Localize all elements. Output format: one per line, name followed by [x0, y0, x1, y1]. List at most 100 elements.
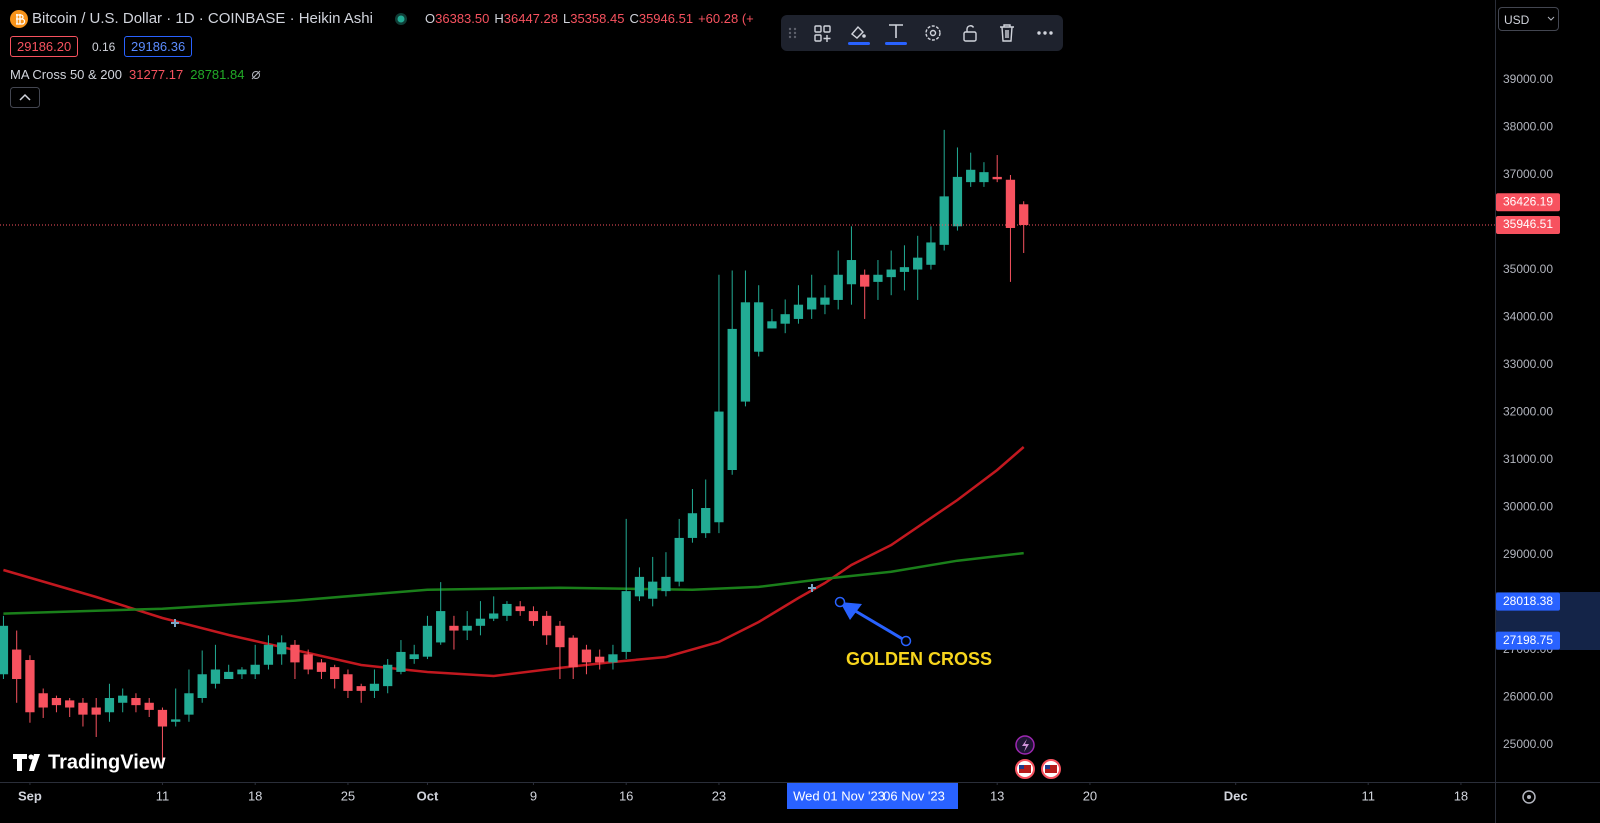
candle-body — [489, 613, 499, 619]
flag-icons[interactable] — [1015, 759, 1061, 779]
candle-body — [701, 508, 711, 534]
candle-body — [157, 709, 168, 727]
y-tick-label: 30000.00 — [1503, 500, 1553, 514]
x-tick-label: Dec — [1224, 788, 1248, 803]
candle-body — [78, 702, 88, 715]
y-tick-label: 35000.00 — [1503, 262, 1553, 276]
candle-body — [568, 637, 578, 668]
color-icon[interactable] — [848, 25, 870, 45]
candle-body — [555, 625, 565, 648]
y-tick-label: 25000.00 — [1503, 737, 1553, 751]
currency-select[interactable]: USD — [1498, 7, 1559, 31]
settings-button[interactable] — [925, 25, 941, 41]
lock-button[interactable] — [963, 25, 977, 42]
candle-body — [237, 669, 247, 675]
candle-body — [38, 693, 48, 708]
candle-body — [409, 654, 419, 660]
y-tick-label: 26000.00 — [1503, 690, 1553, 704]
price-label-bg — [1496, 631, 1560, 650]
candle-body — [926, 242, 936, 265]
annotation: GOLDEN CROSS — [846, 649, 992, 669]
button-frame — [10, 87, 40, 108]
gear-center — [1527, 795, 1531, 799]
more-button[interactable] — [1037, 31, 1053, 35]
gear-ring — [1522, 790, 1536, 804]
candle-body — [687, 513, 698, 538]
candle-body — [369, 683, 380, 691]
candle-body — [860, 274, 870, 287]
candle-body — [913, 257, 923, 270]
candle-body — [436, 611, 446, 643]
price-label: 36426.19 — [1503, 194, 1553, 208]
cross-markers — [171, 584, 816, 627]
crosshair-x-label: 06 Nov '23 — [883, 788, 945, 803]
price-label-bg — [1496, 592, 1560, 611]
indicator-name: MA Cross 50 & 200 — [10, 67, 122, 82]
price-label-bg — [1496, 216, 1560, 235]
candle-body — [581, 649, 592, 663]
x-tick-label: 16 — [619, 788, 633, 803]
candle-body — [714, 411, 724, 523]
arrow-handle[interactable] — [900, 635, 912, 647]
buy-button[interactable]: 29186.36 — [124, 36, 193, 57]
logo-mark — [28, 754, 34, 760]
price-label: 28018.38 — [1503, 594, 1553, 608]
flag-stripes — [1045, 765, 1057, 773]
ohlc-label: C — [629, 11, 639, 26]
settings-icon[interactable] — [1522, 790, 1536, 804]
cross-marker — [808, 584, 816, 592]
candle-body — [873, 274, 883, 282]
candle-body — [475, 618, 486, 626]
candle-body — [197, 674, 207, 699]
x-tick-label: Sep — [18, 788, 42, 803]
arrow-handle[interactable] — [834, 596, 846, 608]
x-tick-label: Oct — [417, 788, 439, 803]
x-tick-label: 13 — [990, 788, 1004, 803]
collapse-button[interactable] — [10, 87, 40, 108]
chevron — [19, 93, 31, 101]
candle-body — [1019, 204, 1029, 226]
candle-body — [25, 660, 35, 713]
status-dot — [397, 15, 405, 23]
candle-body — [462, 625, 472, 631]
ohlc-item: L35358.45 — [563, 11, 624, 26]
candle-body — [356, 686, 366, 691]
logo-mark — [13, 754, 27, 771]
flag-stripes — [1019, 765, 1031, 773]
drag-handle[interactable] — [788, 27, 797, 39]
spread: 0.16 — [92, 40, 116, 54]
candle-body — [0, 625, 9, 675]
text-icon[interactable] — [885, 24, 907, 45]
candle-body — [65, 700, 75, 708]
candle-body — [250, 664, 260, 675]
moving-average-line — [3, 446, 1025, 678]
candle-body — [833, 274, 843, 300]
chevron — [1547, 16, 1555, 21]
moving-average-line — [3, 551, 1024, 615]
cross-marker — [171, 619, 179, 627]
x-tick-label: 23 — [712, 788, 726, 803]
candle-body — [648, 581, 658, 599]
x-tick-label: 9 — [530, 788, 537, 803]
ohlc-label: O — [425, 11, 436, 26]
arrow-head — [840, 602, 862, 620]
sell-button[interactable]: 29186.20 — [10, 36, 79, 57]
hide-slash — [252, 70, 261, 79]
delete-button[interactable] — [1000, 24, 1014, 42]
candle-body — [939, 196, 949, 245]
candle-body — [595, 656, 605, 663]
candle-body — [542, 615, 552, 636]
template-icon[interactable] — [814, 25, 831, 42]
logo: TradingView — [13, 751, 166, 773]
hide-icon[interactable] — [251, 70, 261, 80]
candle-body — [979, 172, 989, 183]
candle-body — [793, 304, 804, 319]
ohlc-item: H36447.28 — [494, 11, 558, 26]
logo-mark — [29, 754, 40, 771]
candle-body — [12, 649, 22, 680]
candle-body — [51, 698, 62, 706]
candle-body — [754, 302, 764, 352]
